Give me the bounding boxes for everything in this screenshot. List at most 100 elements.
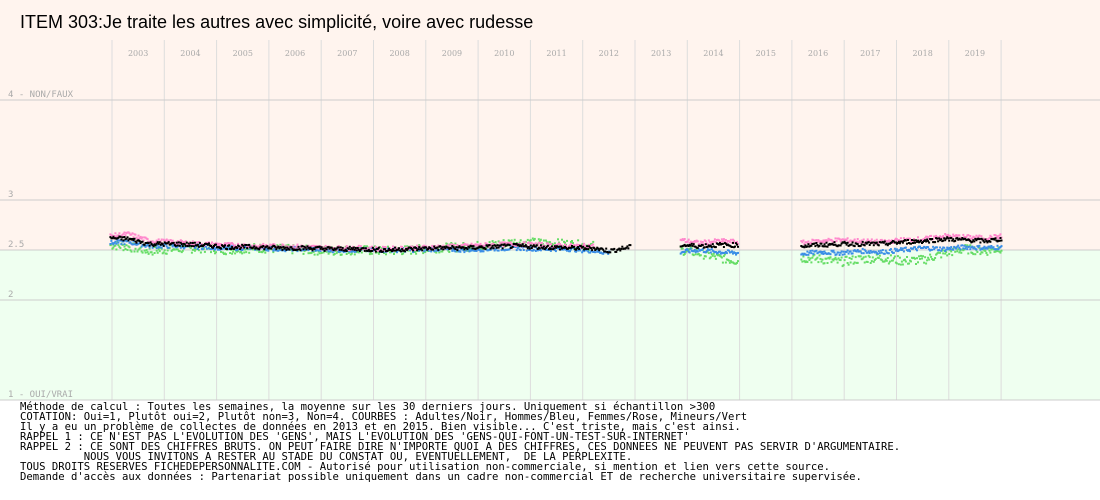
data-point bbox=[425, 246, 428, 249]
data-point bbox=[833, 241, 836, 244]
band-lower bbox=[0, 250, 1100, 400]
data-point bbox=[588, 245, 591, 248]
data-point bbox=[994, 234, 997, 237]
data-point bbox=[189, 241, 192, 244]
data-point bbox=[823, 250, 826, 253]
data-point bbox=[729, 251, 732, 254]
data-point bbox=[502, 245, 505, 248]
data-point bbox=[523, 241, 526, 244]
data-point bbox=[1000, 239, 1003, 242]
data-point bbox=[983, 241, 986, 244]
data-point bbox=[339, 246, 342, 249]
data-point bbox=[975, 239, 978, 242]
data-point bbox=[901, 241, 904, 244]
data-point bbox=[394, 246, 396, 249]
data-point bbox=[511, 245, 514, 248]
data-point bbox=[150, 251, 153, 254]
data-point bbox=[577, 246, 580, 248]
data-point bbox=[965, 236, 968, 238]
data-point bbox=[280, 246, 283, 249]
data-point bbox=[947, 248, 950, 251]
data-point bbox=[536, 248, 539, 250]
data-point bbox=[859, 244, 862, 247]
data-point bbox=[370, 245, 373, 248]
data-point bbox=[834, 237, 837, 240]
data-point bbox=[940, 256, 943, 259]
data-point bbox=[190, 245, 193, 248]
data-point bbox=[154, 241, 157, 244]
data-point bbox=[924, 239, 927, 242]
data-point bbox=[972, 253, 975, 256]
data-point bbox=[324, 244, 327, 247]
data-point bbox=[353, 248, 356, 251]
data-point bbox=[830, 261, 833, 264]
data-point bbox=[960, 238, 963, 241]
data-point bbox=[295, 245, 298, 248]
data-point bbox=[990, 248, 993, 251]
data-point bbox=[811, 256, 814, 259]
data-point bbox=[718, 242, 721, 244]
data-point bbox=[922, 238, 924, 241]
data-point bbox=[944, 233, 947, 235]
data-point bbox=[248, 251, 251, 254]
data-point bbox=[876, 253, 879, 255]
data-point bbox=[815, 249, 818, 252]
data-point bbox=[1000, 249, 1003, 252]
data-point bbox=[322, 246, 325, 249]
data-point bbox=[392, 248, 394, 251]
data-point bbox=[242, 246, 245, 249]
data-point bbox=[347, 251, 350, 254]
data-point bbox=[239, 248, 242, 251]
data-point bbox=[823, 241, 826, 244]
data-point bbox=[949, 234, 952, 237]
data-point bbox=[825, 241, 828, 244]
data-point bbox=[991, 238, 994, 241]
data-point bbox=[307, 246, 310, 249]
data-point bbox=[258, 248, 261, 251]
data-point bbox=[254, 247, 257, 250]
data-point bbox=[930, 255, 933, 258]
data-point bbox=[458, 249, 461, 252]
data-point bbox=[451, 249, 454, 252]
data-point bbox=[718, 250, 721, 253]
data-point bbox=[991, 246, 994, 249]
data-point bbox=[895, 238, 898, 241]
data-point bbox=[818, 244, 821, 247]
data-point bbox=[944, 252, 947, 255]
data-point bbox=[737, 245, 739, 248]
background-bands bbox=[0, 0, 1100, 400]
data-point bbox=[912, 242, 914, 244]
data-point bbox=[961, 244, 964, 247]
data-point bbox=[302, 252, 305, 255]
data-point bbox=[313, 253, 316, 256]
data-point bbox=[618, 247, 621, 250]
data-point bbox=[308, 247, 311, 250]
data-point bbox=[249, 248, 252, 251]
data-point bbox=[149, 241, 152, 244]
data-point bbox=[553, 245, 556, 248]
data-point bbox=[689, 247, 692, 250]
data-point bbox=[176, 244, 179, 247]
data-point bbox=[212, 246, 214, 249]
data-point bbox=[529, 244, 532, 247]
data-point bbox=[927, 236, 930, 239]
data-point bbox=[423, 250, 426, 253]
data-point bbox=[228, 242, 231, 245]
data-point bbox=[497, 240, 500, 243]
data-point bbox=[524, 244, 527, 247]
data-point bbox=[146, 251, 149, 254]
data-point bbox=[155, 247, 158, 250]
data-point bbox=[392, 245, 394, 248]
data-point bbox=[496, 244, 499, 247]
data-point bbox=[298, 248, 301, 251]
data-point bbox=[385, 253, 387, 256]
data-point bbox=[525, 245, 528, 248]
data-point bbox=[515, 249, 518, 252]
data-point bbox=[558, 245, 560, 248]
data-point bbox=[432, 248, 435, 251]
data-point bbox=[709, 242, 712, 245]
data-point bbox=[736, 261, 738, 264]
data-point bbox=[488, 241, 491, 244]
data-point bbox=[689, 244, 692, 247]
data-point bbox=[418, 244, 421, 247]
